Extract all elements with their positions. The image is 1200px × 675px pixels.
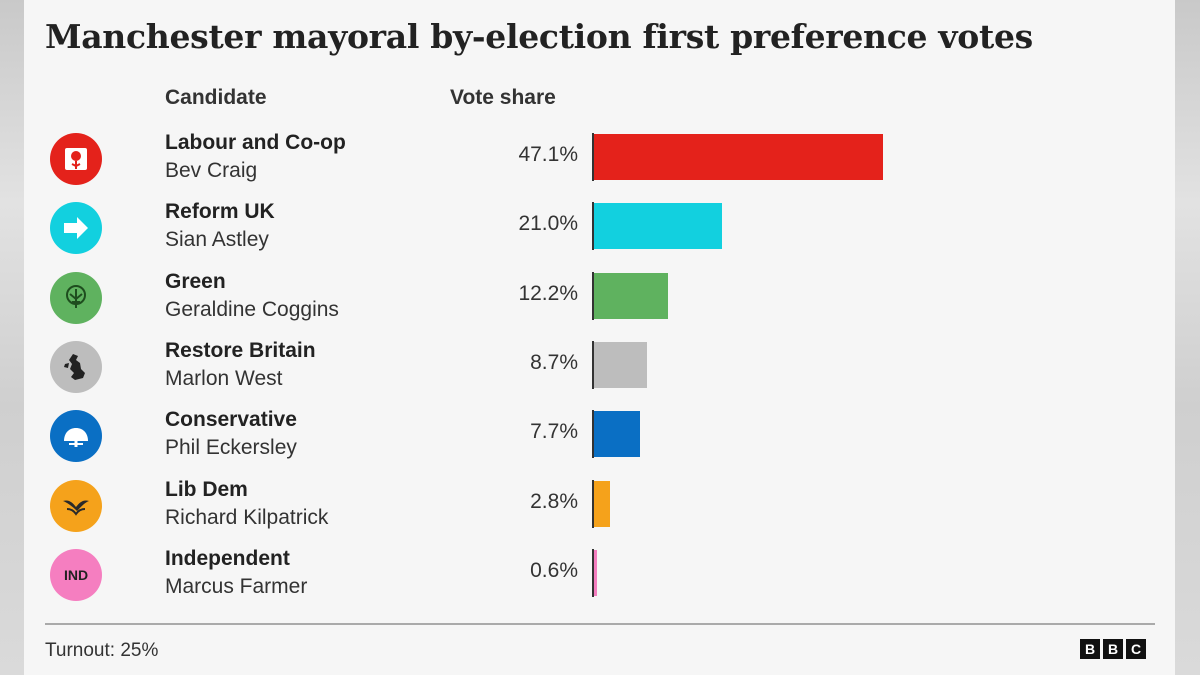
bbc-logo: B B C [1080,639,1146,659]
bbc-letter: B [1080,639,1100,659]
candidate-name: Geraldine Coggins [165,298,339,321]
vote-share-label: 7.7% [530,420,578,443]
candidate-name: Bev Craig [165,159,258,182]
bar-baseline [592,410,594,458]
party-name: Reform UK [165,200,275,223]
independent-icon-label: IND [63,567,89,583]
vote-share-label: 21.0% [518,212,578,235]
chart-row: Green Geraldine Coggins 12.2% [24,270,1175,330]
bbc-letter: B [1103,639,1123,659]
column-header-vote-share: Vote share [450,86,556,109]
party-name: Lib Dem [165,478,248,501]
bbc-letter: C [1126,639,1146,659]
vote-share-label: 2.8% [530,490,578,513]
bar-baseline [592,272,594,320]
vote-share-bar [593,273,668,319]
conservative-tree-icon [50,410,102,462]
vote-share-bar [593,342,647,388]
bar-baseline [592,202,594,250]
column-header-candidate: Candidate [165,86,267,109]
candidate-name: Marlon West [165,367,283,390]
footer-divider [45,623,1155,625]
bar-baseline [592,549,594,597]
vote-share-label: 8.7% [530,351,578,374]
chart-row: Lib Dem Richard Kilpatrick 2.8% [24,478,1175,538]
party-name: Restore Britain [165,339,316,362]
candidate-name: Sian Astley [165,228,269,251]
bar-baseline [592,133,594,181]
turnout-note: Turnout: 25% [45,640,159,661]
chart-title: Manchester mayoral by-election first pre… [45,17,1033,56]
chart-row: Conservative Phil Eckersley 7.7% [24,408,1175,468]
vote-share-bar [593,481,610,527]
vote-share-label: 12.2% [518,282,578,305]
vote-share-label: 0.6% [530,559,578,582]
party-name: Conservative [165,408,297,431]
background-right [1175,0,1200,675]
bar-baseline [592,480,594,528]
green-tree-icon [50,272,102,324]
party-name: Independent [165,547,290,570]
vote-share-label: 47.1% [518,143,578,166]
vote-share-bar [593,134,883,180]
bar-baseline [592,341,594,389]
vote-share-bar [593,550,597,596]
party-name: Green [165,270,226,293]
chart-card: Manchester mayoral by-election first pre… [24,0,1175,675]
britain-map-icon [50,341,102,393]
background-left [0,0,24,675]
chart-row: Reform UK Sian Astley 21.0% [24,200,1175,260]
chart-row: Labour and Co-op Bev Craig 47.1% [24,131,1175,191]
party-name: Labour and Co-op [165,131,346,154]
reform-arrow-icon [50,202,102,254]
candidate-name: Marcus Farmer [165,575,308,598]
independent-icon: IND [50,549,102,601]
candidate-name: Richard Kilpatrick [165,506,329,529]
labour-rose-icon [50,133,102,185]
libdem-bird-icon [50,480,102,532]
vote-share-bar [593,411,640,457]
candidate-name: Phil Eckersley [165,436,297,459]
chart-row: IND Independent Marcus Farmer 0.6% [24,547,1175,607]
vote-share-bar [593,203,722,249]
chart-row: Restore Britain Marlon West 8.7% [24,339,1175,399]
